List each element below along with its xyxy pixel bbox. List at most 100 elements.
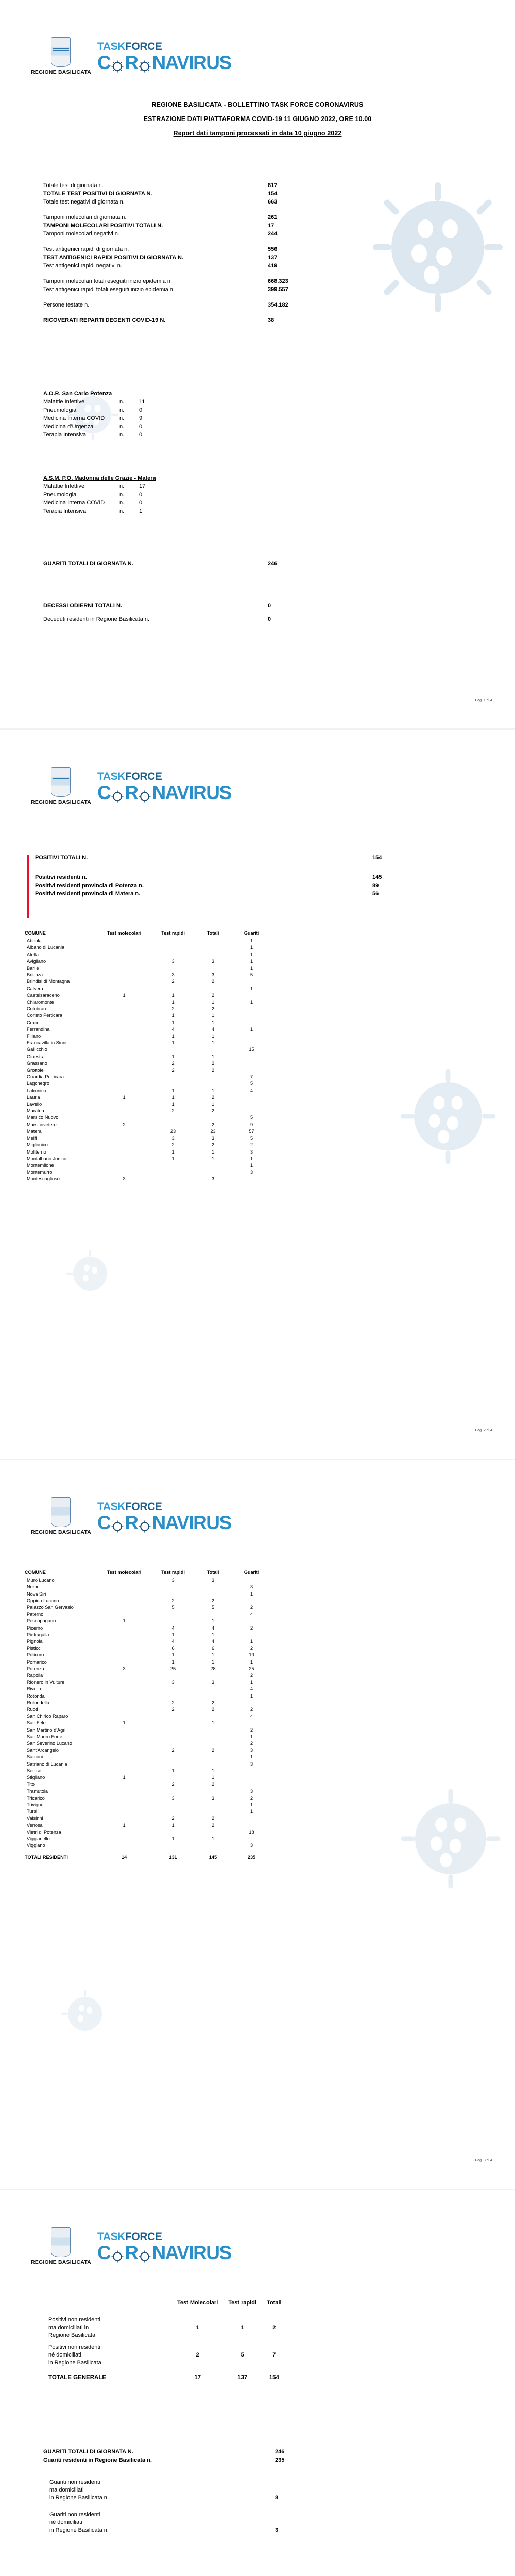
cell-test-molecolari: 1 [123,1775,126,1781]
cell-comune: Miglionico [27,1142,48,1148]
cell-comune: Viggiano [27,1843,45,1849]
cell-totali [194,1727,232,1734]
cell-comune: Viggianello [27,1836,50,1841]
cell-test-molecolari [96,1054,152,1060]
positives-label: Positivi residenti provincia di Matera n… [35,891,141,897]
summary-stat-label: Test antigenici rapidi negativi n. [43,263,122,269]
taskforce-coronavirus-logo: TASKFORCE C R NAVIRUS [97,1501,232,1535]
table-row: Satriano di Lucania 3 [24,1761,271,1768]
cell-test-rapidi: 3 [171,1578,175,1583]
cell-test-rapidi: 1 [171,1836,175,1841]
cell-guariti: 1 [250,1026,253,1032]
table-row: San Martino d'Agri 2 [24,1727,271,1734]
summary-stat-value: 556 [268,246,278,252]
cell-test-rapidi [152,1169,194,1176]
cell-rapidi: 5 [241,2352,244,2358]
cell-comune: Ruoti [27,1707,38,1713]
cell-test-molecolari [96,1802,152,1808]
col-test-molecolari: Test Molecolari [177,2300,218,2306]
cell-guariti: 1 [250,1639,253,1645]
virus-o-icon [111,2247,124,2263]
cell-guariti [232,1598,271,1604]
page-2: REGIONE BASILICATA TASKFORCE C R NAVIRUS… [0,730,515,1459]
ward-value: 0 [139,407,143,413]
cell-guariti: 57 [249,1128,254,1134]
page-4: REGIONE BASILICATA TASKFORCE C R NAVIRUS… [0,2190,515,2576]
brand-c: C [97,782,111,803]
cell-test-molecolari [96,1591,152,1598]
cell-comune: Lavello [27,1101,42,1107]
cell-comune: Lauria [27,1094,40,1100]
cell-comune: Trivigno [27,1802,44,1807]
cell-guariti: 5 [250,1136,253,1141]
table-row: Valsinni 2 2 [24,1815,271,1822]
cell-test-molecolari [96,1584,152,1590]
cell-guariti: 3 [250,1149,253,1155]
healed-nonresident-value: 3 [275,2527,279,2533]
cell-totali [194,1713,232,1720]
cell-test-rapidi: 2 [171,1700,175,1705]
cell-test-rapidi [152,1713,194,1720]
cell-guariti: 25 [249,1666,254,1671]
letterhead: REGIONE BASILICATA TASKFORCE C R NAVIRUS [31,1497,232,1535]
ward-unit: n. [119,423,125,430]
cell-totali: 7 [272,2352,276,2358]
brand-c: C [97,52,111,73]
cell-comune: Castelsaraceno [27,992,60,998]
cell-total-rapidi: 131 [169,1855,177,1860]
healed-value: 246 [275,2449,285,2455]
table-header-row: Test Molecolari Test rapidi Totali [43,2299,287,2314]
table-row: Rivello 4 [24,1686,271,1692]
ward-row: Terapia Intensiva n. 0 [43,431,142,439]
cell-totali: 3 [211,1578,215,1583]
ward-unit: n. [119,432,125,438]
virus-watermark-icon [391,1780,510,1898]
cell-test-rapidi: 1 [171,1822,175,1828]
cell-test-rapidi [152,1686,194,1692]
cell-comune: Barile [27,965,39,971]
brand-navirus: NAVIRUS [152,2242,232,2263]
cell-totali: 1 [211,1149,215,1155]
cell-test-rapidi [152,1754,194,1760]
cell-test-molecolari [96,1768,152,1774]
cell-test-molecolari [96,1012,152,1019]
summary-stat-label: Persone testate n. [43,302,90,308]
cell-test-molecolari [96,1638,152,1645]
cell-test-rapidi [152,1176,194,1182]
healed-nonresident-label: ma domiciliati [49,2487,84,2493]
cell-comune: Marsicovetere [27,1122,57,1127]
healed-nonresident-label: Guariti non residenti [49,2512,100,2518]
cell-totali: 3 [211,1795,215,1801]
positives-label: Positivi residenti provincia di Potenza … [35,883,144,889]
table-row: Oppido Lucano 2 2 [24,1598,271,1604]
taskforce-coronavirus-logo: TASKFORCE C R NAVIRUS [97,771,232,805]
cell-comune: Maratea [27,1108,44,1114]
summary-stats-list: Totale test di giornata n. 817 TOTALE TEST… [43,181,404,325]
table-row: Pisticci 6 6 2 [24,1645,271,1652]
cell-totali [194,1611,232,1618]
cell-test-rapidi: 2 [171,1598,175,1603]
col-test-rapidi: Test rapidi [161,1570,185,1575]
cell-label: TOTALE GENERALE [48,2375,107,2381]
table-row: Lavello 1 1 [24,1101,271,1108]
table-row: Pomarico 1 1 1 [24,1659,271,1666]
taskforce-coronavirus-logo: TASKFORCE C R NAVIRUS [97,2231,232,2265]
cell-test-rapidi: 23 [170,1128,176,1134]
cell-guariti [232,1033,271,1040]
brand-task: TASK [97,771,125,783]
table-row: Sant'Arcangelo 2 2 3 [24,1747,271,1754]
virus-watermark-icon [62,1245,118,1302]
cell-guariti: 2 [250,1142,253,1148]
cell-guariti: 9 [250,1122,253,1127]
cell-totali [194,1788,232,1795]
cell-comune: Brindisi di Montagna [27,979,70,985]
cell-totali [194,1114,232,1121]
summary-stat-label: Totale test negativi di giornata n. [43,199,125,205]
cell-test-molecolari [96,1679,152,1686]
cell-guariti [232,1020,271,1026]
summary-stat-row: Tamponi molecolari di giornata n. 261 [43,213,404,222]
table-row: Castelsaraceno 1 1 2 [24,992,271,999]
cell-totali: 154 [269,2375,279,2381]
cell-totali: 1 [211,1033,215,1039]
cell-test-molecolari: 3 [123,1176,126,1182]
